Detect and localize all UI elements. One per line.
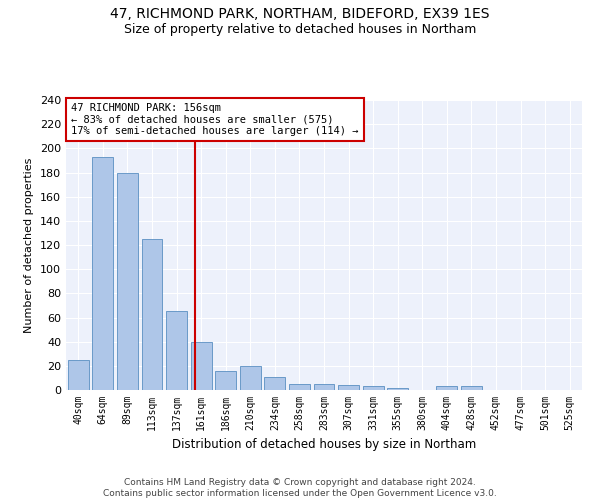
Bar xyxy=(436,386,457,390)
Bar xyxy=(240,366,261,390)
X-axis label: Distribution of detached houses by size in Northam: Distribution of detached houses by size … xyxy=(172,438,476,452)
Bar xyxy=(362,386,383,390)
Text: 47 RICHMOND PARK: 156sqm
← 83% of detached houses are smaller (575)
17% of semi-: 47 RICHMOND PARK: 156sqm ← 83% of detach… xyxy=(71,103,359,136)
Bar xyxy=(314,384,334,390)
Bar xyxy=(142,239,163,390)
Bar xyxy=(117,172,138,390)
Bar xyxy=(265,376,286,390)
Text: Size of property relative to detached houses in Northam: Size of property relative to detached ho… xyxy=(124,22,476,36)
Bar xyxy=(387,388,408,390)
Text: Contains HM Land Registry data © Crown copyright and database right 2024.
Contai: Contains HM Land Registry data © Crown c… xyxy=(103,478,497,498)
Y-axis label: Number of detached properties: Number of detached properties xyxy=(25,158,34,332)
Text: 47, RICHMOND PARK, NORTHAM, BIDEFORD, EX39 1ES: 47, RICHMOND PARK, NORTHAM, BIDEFORD, EX… xyxy=(110,8,490,22)
Bar xyxy=(338,385,359,390)
Bar xyxy=(191,342,212,390)
Bar xyxy=(289,384,310,390)
Bar xyxy=(461,386,482,390)
Bar xyxy=(166,312,187,390)
Bar xyxy=(215,370,236,390)
Bar xyxy=(68,360,89,390)
Bar xyxy=(92,157,113,390)
